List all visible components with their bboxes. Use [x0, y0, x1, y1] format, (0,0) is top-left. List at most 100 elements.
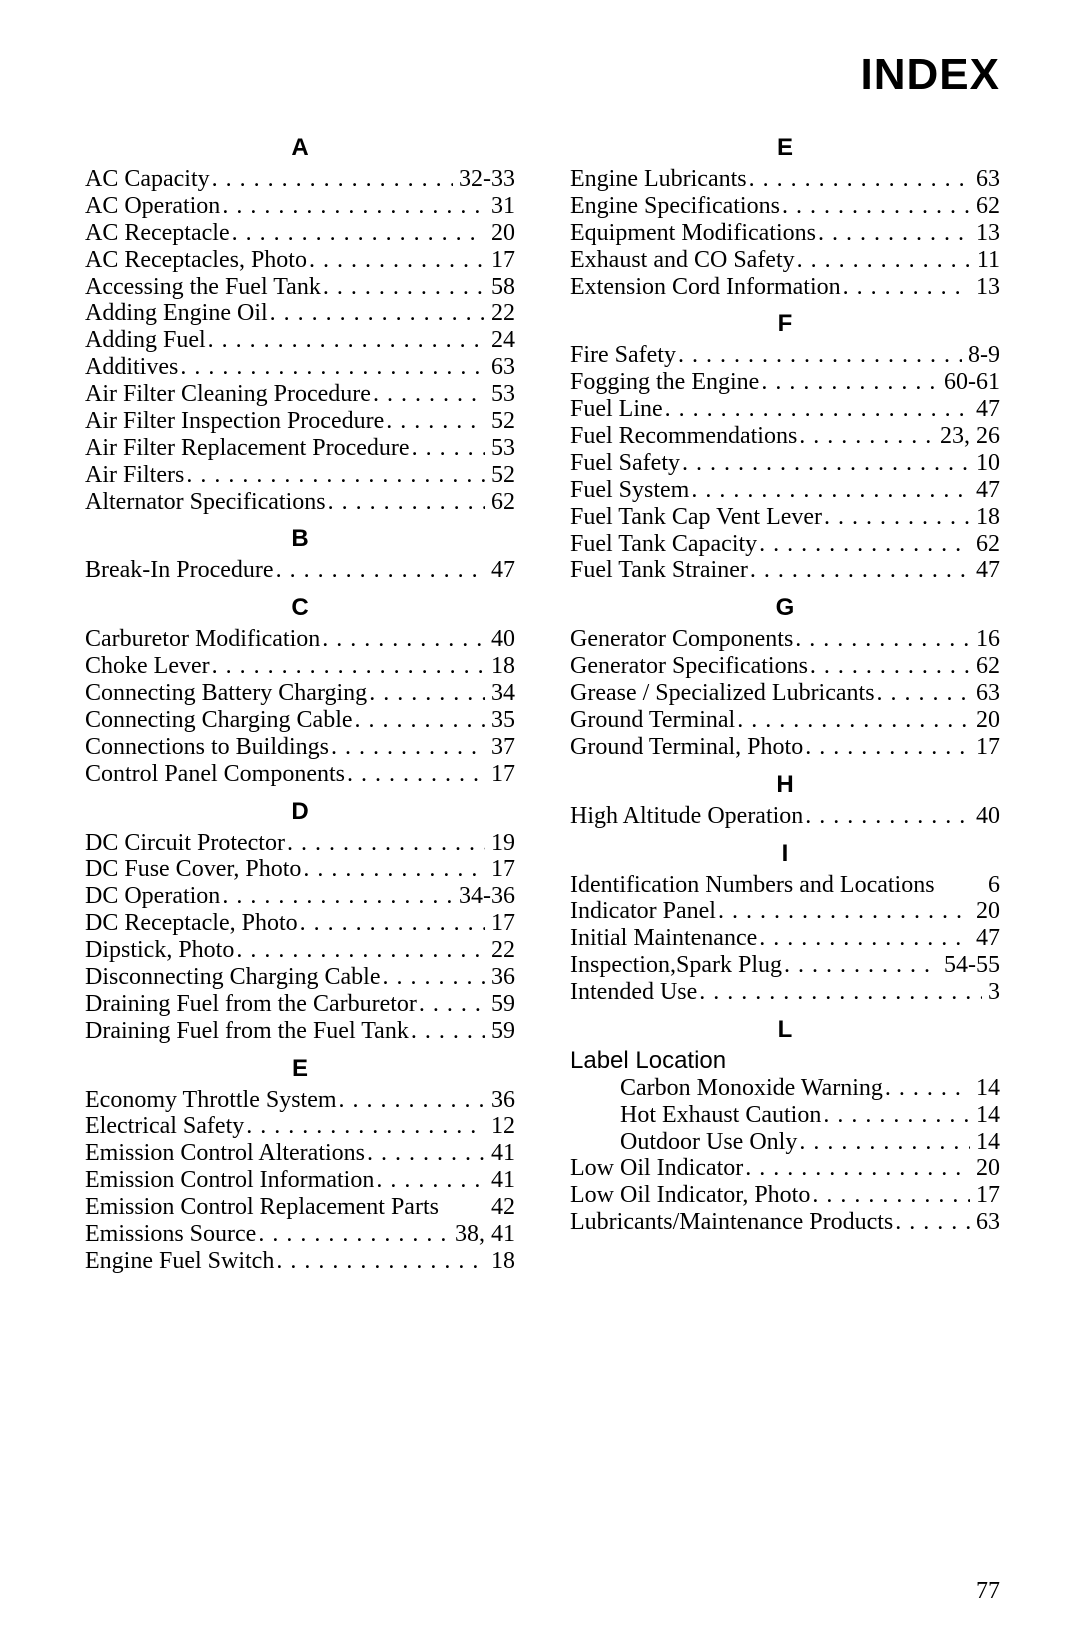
entry-leader-dots [220, 193, 485, 220]
entry-leader-dots [816, 220, 970, 247]
entry-label: Engine Lubricants [570, 166, 747, 193]
index-entry: Air Filter Inspection Procedure52 [85, 408, 515, 435]
entry-label: Break-In Procedure [85, 557, 274, 584]
entry-label: Fire Safety [570, 342, 676, 369]
index-entry: Emission Control Information 41 [85, 1167, 515, 1194]
section-heading: H [570, 771, 1000, 799]
index-entry: Generator Specifications62 [570, 653, 1000, 680]
entry-leader-dots [663, 396, 970, 423]
entry-label: DC Fuse Cover, Photo [85, 856, 301, 883]
entry-leader-dots [337, 1087, 485, 1114]
entry-label: Air Filter Replacement Procedure [85, 435, 410, 462]
entry-label: Connecting Battery Charging [85, 680, 367, 707]
entry-pages: 47 [970, 477, 1000, 504]
entry-pages: 17 [970, 1182, 1000, 1209]
entry-label: AC Receptacles, Photo [85, 247, 307, 274]
index-entry: Adding Engine Oil22 [85, 300, 515, 327]
index-page: INDEX AAC Capacity32-33AC Operation31AC … [0, 0, 1080, 1645]
index-entry: High Altitude Operation40 [570, 803, 1000, 830]
entry-label: Economy Throttle System [85, 1087, 337, 1114]
index-entry: Exhaust and CO Safety11 [570, 247, 1000, 274]
entry-label: DC Operation [85, 883, 220, 910]
entry-pages: 14 [970, 1129, 1000, 1156]
page-number: 77 [976, 1578, 1000, 1605]
index-entry: Adding Fuel24 [85, 327, 515, 354]
index-entry: Ground Terminal20 [570, 707, 1000, 734]
index-entry: Choke Lever18 [85, 653, 515, 680]
entry-leader-dots [743, 1155, 970, 1182]
entry-label: Identification Numbers and Locations [570, 872, 935, 899]
index-entry: Ground Terminal, Photo17 [570, 734, 1000, 761]
index-entry: Fuel Tank Strainer47 [570, 557, 1000, 584]
index-entry: Generator Components16 [570, 626, 1000, 653]
entry-leader-dots [697, 979, 982, 1006]
index-entry: Engine Fuel Switch18 [85, 1248, 515, 1275]
entry-label: Engine Fuel Switch [85, 1248, 274, 1275]
index-entry: AC Operation31 [85, 193, 515, 220]
index-entry: Fuel Line47 [570, 396, 1000, 423]
entry-pages: 40 [485, 626, 515, 653]
entry-label: Draining Fuel from the Fuel Tank [85, 1018, 409, 1045]
entry-leader-dots [793, 626, 970, 653]
entry-pages: 14 [970, 1075, 1000, 1102]
entry-pages: 20 [970, 707, 1000, 734]
entry-label: Fuel Safety [570, 450, 680, 477]
entry-pages: 36 [485, 964, 515, 991]
section-heading: E [85, 1055, 515, 1083]
entry-leader-dots [417, 991, 485, 1018]
entry-leader-dots [410, 435, 485, 462]
index-entry: Grease / Specialized Lubricants63 [570, 680, 1000, 707]
index-entry: Initial Maintenance47 [570, 925, 1000, 952]
entry-pages: 24 [485, 327, 515, 354]
entry-label: Lubricants/Maintenance Products [570, 1209, 893, 1236]
entry-pages: 13 [970, 220, 1000, 247]
entry-label: Intended Use [570, 979, 697, 1006]
entry-label: AC Receptacle [85, 220, 230, 247]
entry-label: Emission Control Information [85, 1167, 374, 1194]
index-entry: Draining Fuel from the Carburetor59 [85, 991, 515, 1018]
entry-pages: 34-36 [453, 883, 515, 910]
entry-pages: 20 [485, 220, 515, 247]
entry-leader-dots [935, 872, 982, 899]
section-heading: F [570, 310, 1000, 338]
entry-pages: 52 [485, 462, 515, 489]
entry-leader-dots [274, 1248, 485, 1275]
entry-pages: 18 [485, 653, 515, 680]
index-entry: Additives63 [85, 354, 515, 381]
index-entry: Break-In Procedure47 [85, 557, 515, 584]
entry-pages: 17 [485, 856, 515, 883]
entry-pages: 22 [485, 300, 515, 327]
entry-pages: 17 [970, 734, 1000, 761]
left-column: AAC Capacity32-33AC Operation31AC Recept… [85, 124, 515, 1275]
entry-pages: 41 [485, 1167, 515, 1194]
index-entry: Equipment Modifications 13 [570, 220, 1000, 247]
entry-label: Additives [85, 354, 178, 381]
index-entry: Fogging the Engine60-61 [570, 369, 1000, 396]
index-entry: Low Oil Indicator, Photo 17 [570, 1182, 1000, 1209]
entry-pages: 18 [970, 504, 1000, 531]
entry-leader-dots [759, 369, 938, 396]
index-entry: Outdoor Use Only14 [570, 1129, 1000, 1156]
index-entry: Emissions Source38, 41 [85, 1221, 515, 1248]
entry-pages: 60-61 [938, 369, 1000, 396]
entry-pages: 31 [485, 193, 515, 220]
entry-leader-dots [797, 423, 934, 450]
entry-pages: 47 [970, 557, 1000, 584]
entry-pages: 59 [485, 991, 515, 1018]
entry-leader-dots [230, 220, 485, 247]
entry-pages: 11 [971, 247, 1000, 274]
entry-pages: 8-9 [962, 342, 1000, 369]
entry-label: Equipment Modifications [570, 220, 816, 247]
entry-leader-dots [409, 1018, 485, 1045]
entry-label: Low Oil Indicator, Photo [570, 1182, 810, 1209]
index-entry: Accessing the Fuel Tank58 [85, 274, 515, 301]
entry-label: Control Panel Components [85, 761, 345, 788]
entry-leader-dots [747, 166, 970, 193]
index-entry: Lubricants/Maintenance Products63 [570, 1209, 1000, 1236]
entry-leader-dots [716, 898, 970, 925]
entry-leader-dots [365, 1140, 485, 1167]
entry-label: Air Filter Cleaning Procedure [85, 381, 371, 408]
entry-pages: 16 [970, 626, 1000, 653]
entry-leader-dots [797, 1129, 970, 1156]
entry-leader-dots [206, 327, 485, 354]
